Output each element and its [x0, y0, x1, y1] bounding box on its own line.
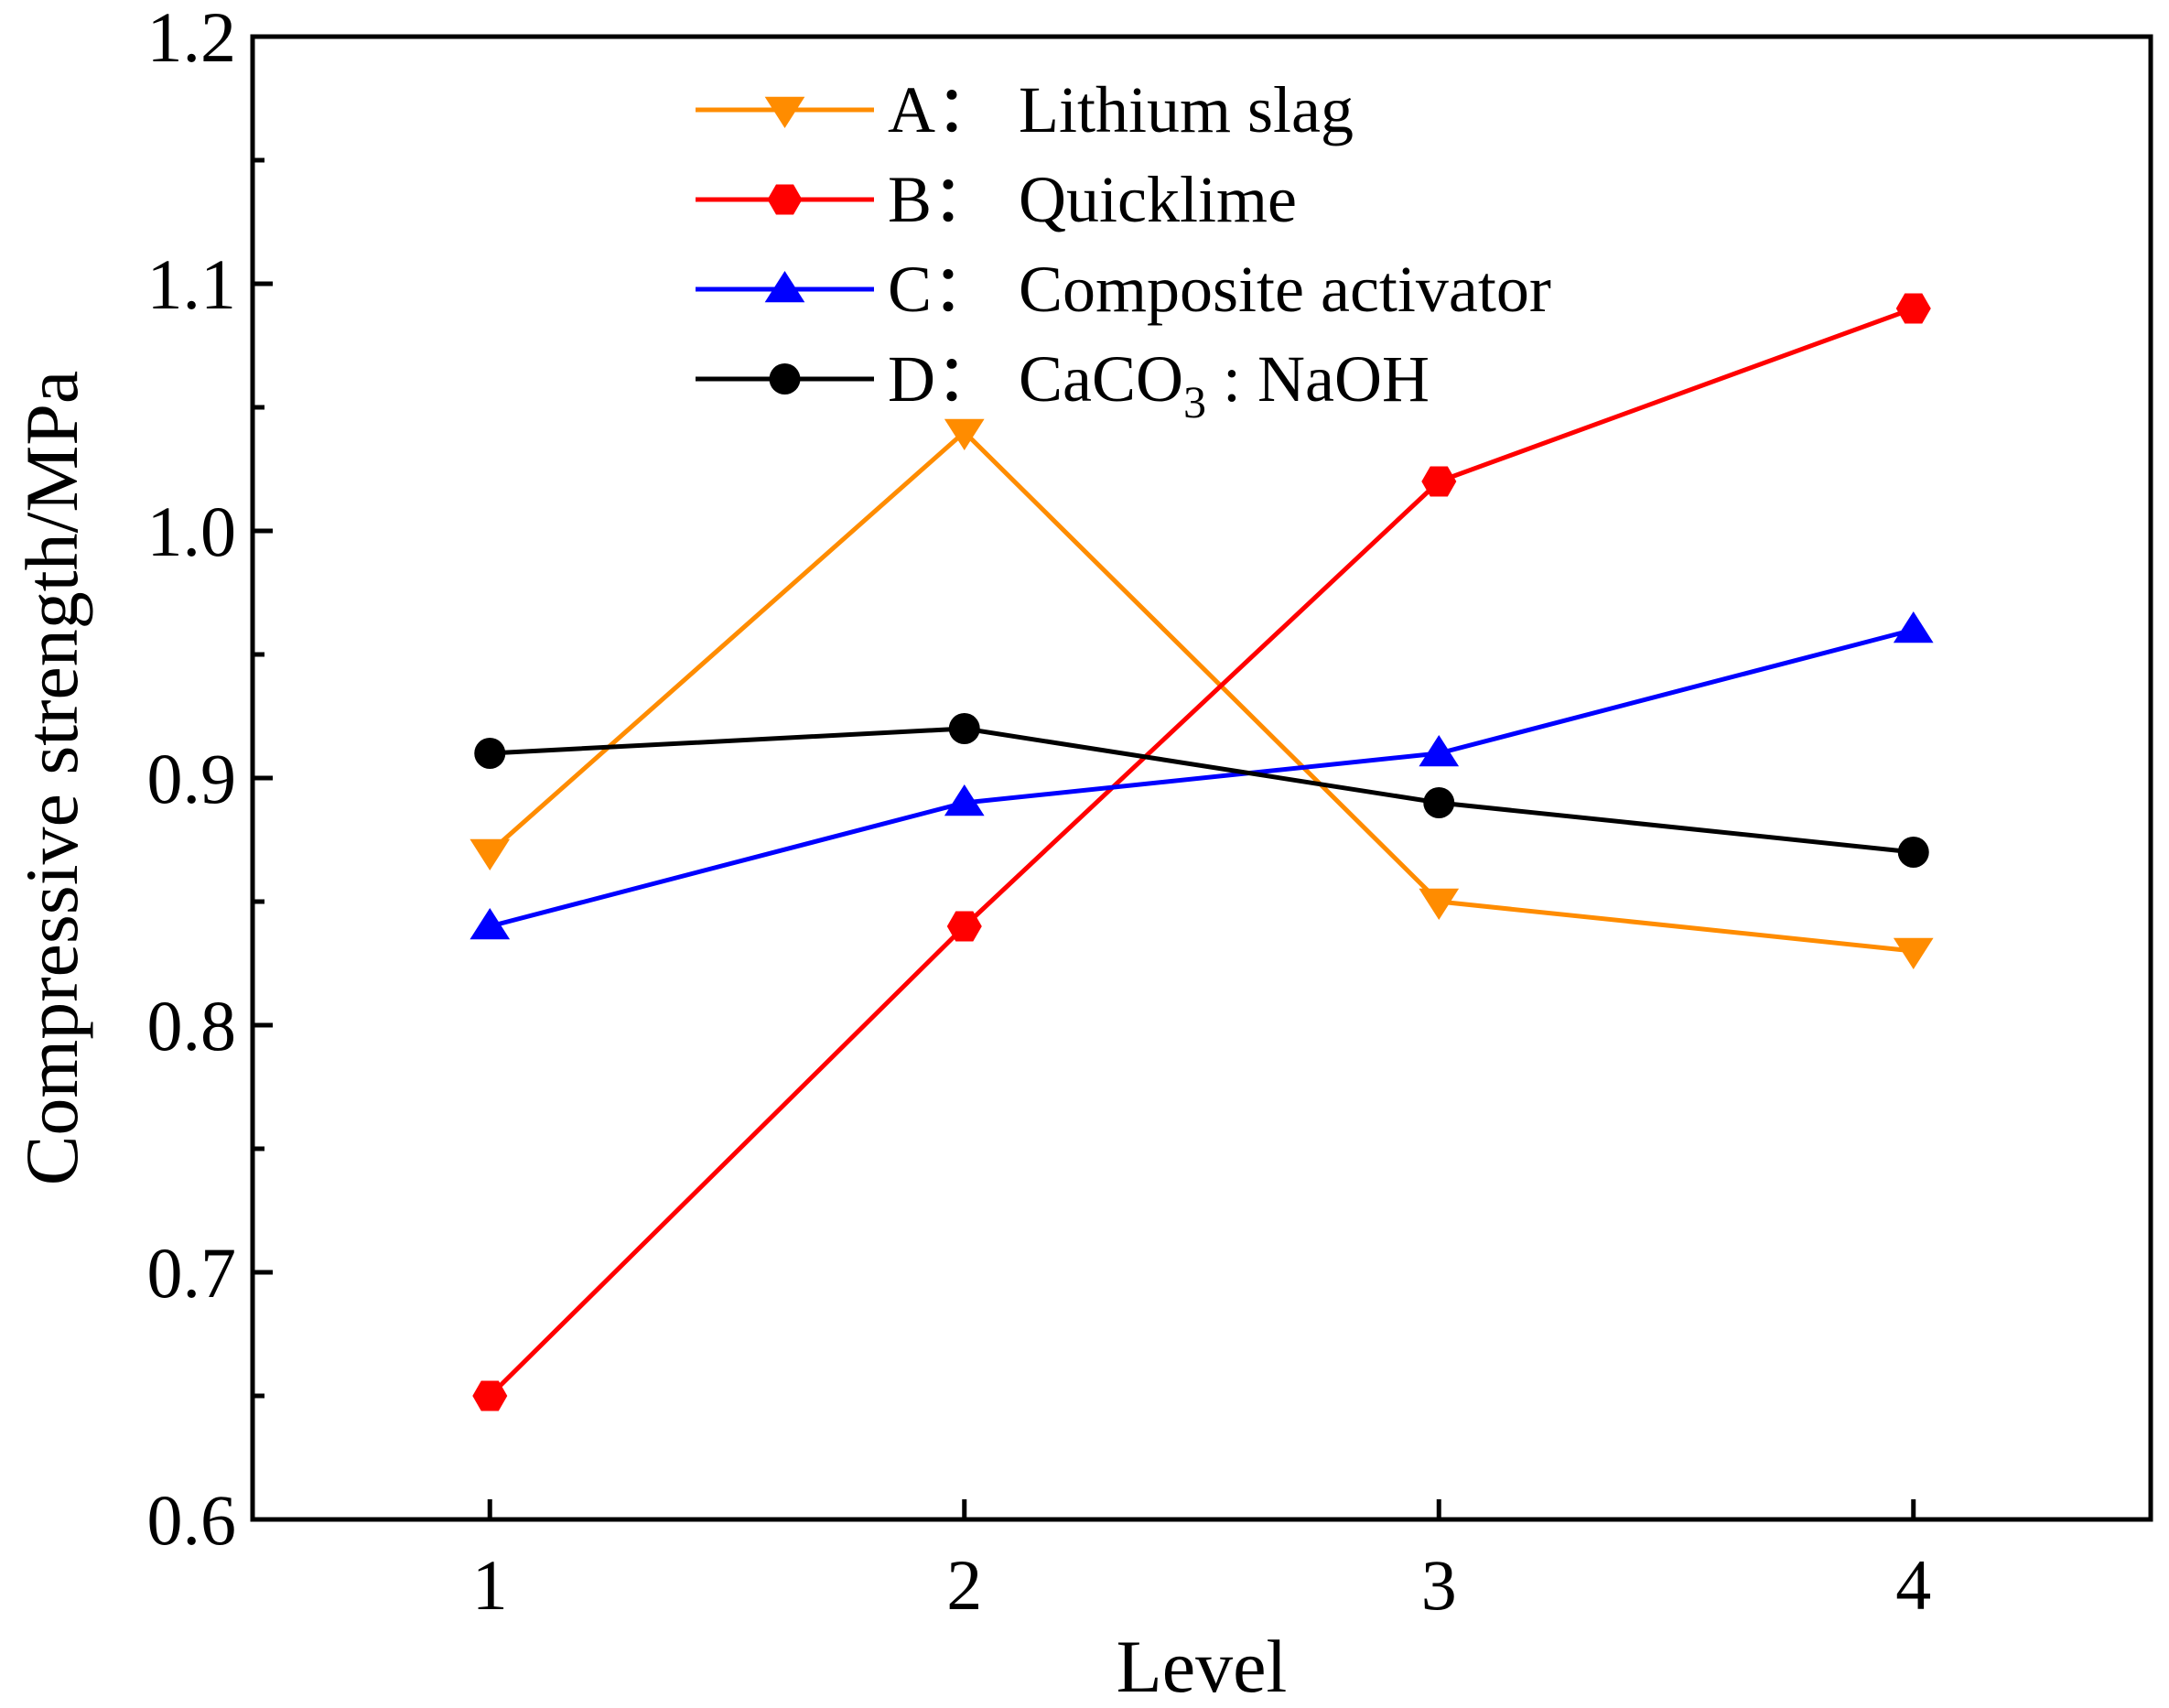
plot-lines [488, 306, 1915, 1398]
legend-c-marker [764, 271, 805, 303]
y-tick-label: 0.9 [147, 739, 237, 818]
legend-c-label: C： Composite activator [888, 253, 1551, 326]
series-b-point [472, 1380, 508, 1411]
legend-b-label: B： Quicklime [888, 163, 1297, 236]
legend-a-label: A： Lithium slag [888, 73, 1354, 146]
series-a-point [469, 838, 511, 870]
series-a-point [944, 418, 985, 450]
x-tick-label: 1 [472, 1545, 508, 1625]
legend-b-marker [767, 184, 803, 215]
series-d-point [474, 738, 506, 769]
plot-markers [469, 293, 1934, 1411]
legend: A： Lithium slag B： Quicklime C： Composite act… [696, 73, 1551, 427]
series-d-point [1897, 837, 1929, 868]
series-b-point [1895, 293, 1931, 324]
y-axis-title: Compressive strength/MPa [10, 371, 93, 1186]
series-d-line [490, 726, 1915, 855]
y-tick-label: 0.6 [147, 1480, 237, 1560]
y-tick-label: 1.2 [147, 0, 237, 77]
series-a-line [488, 429, 1915, 954]
legend-d-label: D： CaCO3 : NaOH [888, 342, 1430, 427]
series-b-point [1421, 466, 1457, 497]
x-axis: 1 2 3 4 [472, 1499, 1931, 1625]
series-c-point [1419, 735, 1460, 767]
series-c-point [469, 908, 511, 940]
series-c-line [489, 627, 1915, 929]
series-c-point [944, 784, 985, 816]
series-b-point [946, 911, 982, 942]
legend-d-marker [769, 363, 801, 395]
y-axis: 0.6 0.7 0.8 0.9 1.0 1.1 1.2 [147, 0, 273, 1560]
y-tick-label: 1.0 [147, 492, 237, 571]
x-tick-label: 4 [1895, 1545, 1931, 1625]
series-d-point [948, 713, 980, 744]
y-tick-label: 1.1 [147, 244, 237, 324]
x-tick-label: 3 [1421, 1545, 1457, 1625]
y-tick-label: 0.7 [147, 1233, 237, 1313]
series-a-point [1419, 888, 1460, 920]
legend-a-marker [764, 96, 805, 128]
x-axis-title: Level [1117, 1625, 1288, 1708]
x-tick-label: 2 [946, 1545, 982, 1625]
series-a-point [1893, 937, 1934, 969]
y-tick-label: 0.8 [147, 986, 237, 1065]
series-d-point [1423, 787, 1455, 818]
series-b-line [488, 306, 1915, 1398]
series-c-point [1893, 611, 1934, 643]
